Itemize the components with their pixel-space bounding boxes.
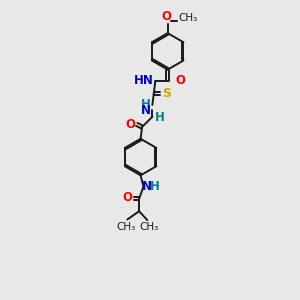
Text: H: H (141, 98, 151, 111)
Text: H: H (150, 180, 160, 193)
Text: N: N (142, 180, 152, 193)
Text: O: O (123, 191, 133, 205)
Text: N: N (141, 104, 151, 117)
Text: CH₃: CH₃ (139, 222, 158, 233)
Text: O: O (126, 118, 136, 130)
Text: O: O (161, 10, 172, 22)
Text: S: S (162, 87, 171, 100)
Text: CH₃: CH₃ (116, 222, 136, 232)
Text: CH₃: CH₃ (179, 13, 198, 22)
Text: O: O (175, 74, 185, 87)
Text: HN: HN (134, 74, 154, 87)
Text: H: H (155, 111, 165, 124)
